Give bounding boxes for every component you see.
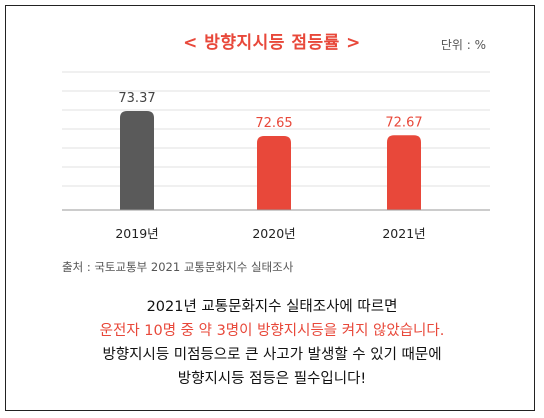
summary-line-1: 2021년 교통문화지수 실태조사에 따르면: [146, 299, 398, 315]
bar-value-label: 72.65: [255, 116, 292, 131]
category-label: 2019년: [115, 226, 158, 241]
summary-line-2: 운전자 10명 중 약 3명이 방향지시등을 켜지 않았습니다.: [99, 323, 445, 339]
bar-value-label: 73.37: [118, 91, 155, 106]
summary-line-4: 방향지시등 점등은 필수입니다!: [177, 371, 367, 387]
unit-label: 단위 : %: [440, 38, 486, 52]
category-label: 2021년: [382, 226, 425, 241]
bar-2020년: [257, 136, 291, 210]
summary-line-3: 방향지시등 미점등으로 큰 사고가 발생할 수 있기 때문에: [102, 347, 442, 363]
chart-title: < 방향지시등 점등률 >: [183, 33, 361, 53]
source-note: 출처 : 국토교통부 2021 교통문화지수 실태조사: [62, 260, 294, 274]
bar-2019년: [120, 111, 154, 210]
category-label: 2020년: [252, 226, 295, 241]
chart-bars: [120, 111, 421, 210]
bar-value-label: 72.67: [385, 115, 422, 130]
chart-labels: 73.37 2019년 72.65 2020년 72.67 2021년: [115, 91, 425, 241]
bar-2021년: [387, 135, 421, 210]
summary-text: 2021년 교통문화지수 실태조사에 따르면 운전자 10명 중 약 3명이 방…: [0, 295, 544, 391]
